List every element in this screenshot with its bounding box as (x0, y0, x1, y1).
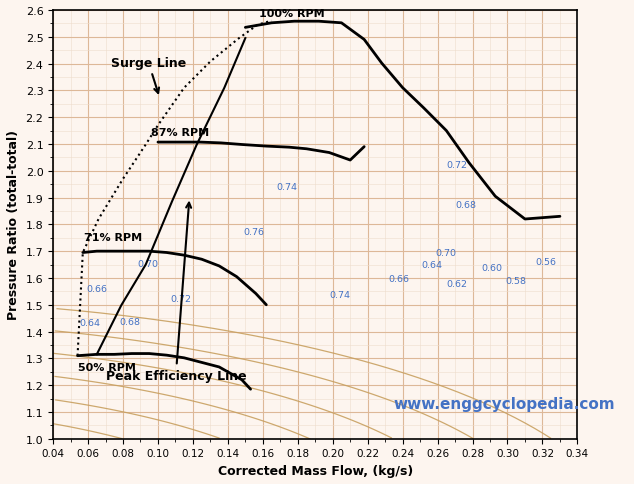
Text: 0.64: 0.64 (422, 260, 443, 269)
Text: 0.60: 0.60 (481, 263, 502, 272)
Text: 0.76: 0.76 (243, 227, 264, 236)
X-axis label: Corrected Mass Flow, (kg/s): Corrected Mass Flow, (kg/s) (217, 464, 413, 477)
Text: 100% RPM: 100% RPM (259, 9, 325, 18)
Text: www.enggcyclopedia.com: www.enggcyclopedia.com (394, 396, 616, 411)
Text: 0.72: 0.72 (170, 295, 191, 304)
Text: 0.64: 0.64 (79, 319, 100, 328)
Text: 0.72: 0.72 (446, 161, 467, 170)
Text: 0.62: 0.62 (446, 280, 467, 289)
Text: Peak Efficiency Line: Peak Efficiency Line (105, 203, 246, 382)
Text: 87% RPM: 87% RPM (151, 128, 209, 137)
Text: 0.70: 0.70 (436, 248, 457, 257)
Text: 0.58: 0.58 (506, 276, 527, 285)
Text: 0.56: 0.56 (536, 257, 557, 266)
Text: 0.68: 0.68 (455, 200, 476, 209)
Y-axis label: Pressure Ratio (total-total): Pressure Ratio (total-total) (7, 130, 20, 320)
Text: 71% RPM: 71% RPM (84, 232, 142, 242)
Text: Surge Line: Surge Line (111, 57, 186, 94)
Text: 0.66: 0.66 (389, 274, 410, 284)
Text: 50% RPM: 50% RPM (79, 363, 136, 373)
Text: 0.70: 0.70 (137, 260, 158, 269)
Text: 0.74: 0.74 (277, 182, 298, 191)
Text: 0.74: 0.74 (329, 290, 350, 300)
Text: 0.68: 0.68 (119, 318, 141, 327)
Text: 0.66: 0.66 (86, 284, 107, 293)
